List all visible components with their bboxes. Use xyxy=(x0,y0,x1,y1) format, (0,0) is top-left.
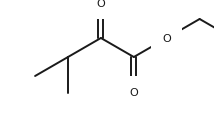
Text: O: O xyxy=(162,34,171,44)
Text: O: O xyxy=(97,0,105,9)
Text: O: O xyxy=(129,87,138,97)
